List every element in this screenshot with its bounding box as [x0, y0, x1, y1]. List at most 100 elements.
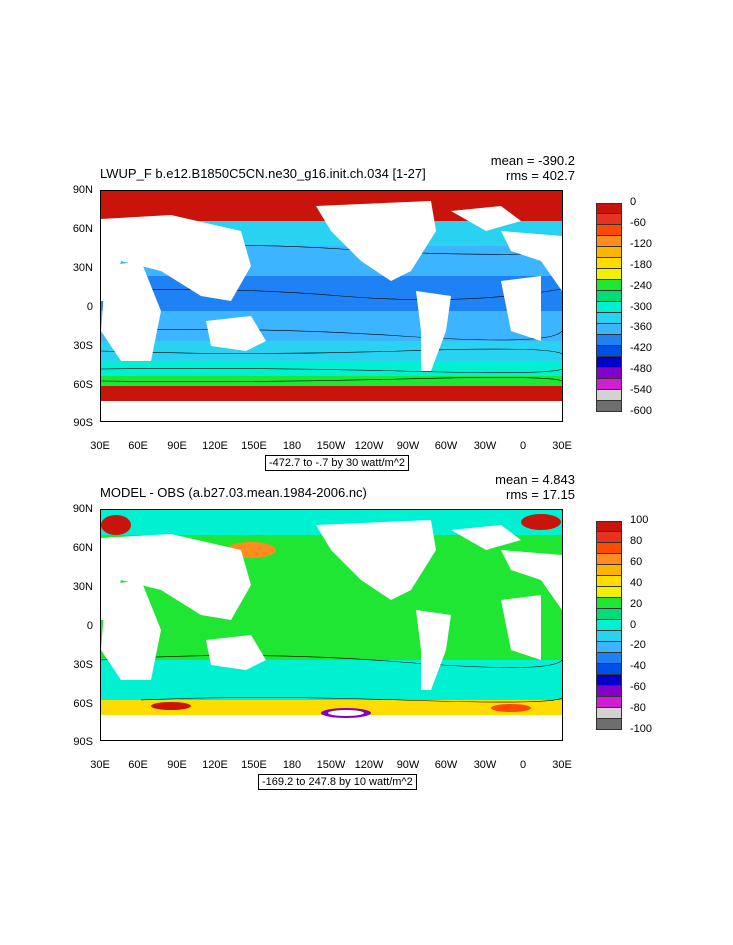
colorbar-swatch [596, 236, 622, 247]
colorbar-swatch [596, 346, 622, 357]
colorbar-label: -300 [630, 300, 653, 313]
lon-label: 120E [202, 440, 228, 452]
colorbar-label: -180 [630, 258, 653, 271]
colorbar-label: -80 [630, 702, 646, 715]
lat-label: 30N [72, 262, 93, 274]
lon-label: 0 [519, 759, 527, 771]
mean-value: mean = -390.2 [490, 153, 575, 168]
colorbar-swatch [596, 335, 622, 346]
colorbar-swatch [596, 554, 622, 565]
colorbar-swatch [596, 225, 622, 236]
mean-value: mean = 4.843 [495, 472, 575, 487]
colorbar-label: -40 [630, 660, 646, 673]
lat-label: 60N [72, 542, 93, 554]
colorbar-label: -600 [630, 405, 653, 417]
colorbar-label: -360 [630, 321, 653, 334]
lat-label: 90N [72, 503, 93, 515]
colorbar-label: 0 [630, 618, 637, 631]
colorbar-swatch [596, 664, 622, 675]
lat-label: 90S [73, 736, 93, 748]
colorbar-swatch [596, 390, 622, 401]
colorbar-swatch [596, 543, 622, 554]
colorbar-swatch [596, 576, 622, 587]
lon-label: 30E [552, 440, 572, 452]
rms-value: rms = 402.7 [505, 168, 575, 183]
lon-label: 120E [202, 759, 228, 771]
colorbar-swatch [596, 203, 622, 214]
colorbar-swatch [596, 631, 622, 642]
lon-label: 150W [316, 759, 346, 771]
colorbar-swatch [596, 565, 622, 576]
colorbar-label: -120 [630, 237, 653, 250]
map-plot [100, 509, 563, 741]
lon-label: 60W [434, 440, 458, 452]
colorbar-label: 60 [630, 555, 643, 568]
colorbar-swatch [596, 280, 622, 291]
lon-label: 30E [90, 440, 110, 452]
colorbar [596, 203, 622, 412]
colorbar-swatch [596, 214, 622, 225]
lat-label: 60N [72, 223, 93, 235]
panel-title: LWUP_F b.e12.B1850C5CN.ne30_g16.init.ch.… [100, 166, 426, 181]
map-field-lwup [101, 191, 562, 421]
colorbar-swatch [596, 291, 622, 302]
colorbar-swatch [596, 521, 622, 532]
lon-label: 120W [354, 440, 384, 452]
colorbar-label: -240 [630, 279, 653, 292]
contour-info: -472.7 to -.7 by 30 watt/m^2 [265, 455, 410, 471]
lat-label: 90S [73, 417, 93, 429]
colorbar-swatch [596, 324, 622, 335]
lon-label: 60E [128, 759, 148, 771]
lon-label: 60W [434, 759, 458, 771]
colorbar-label: 100 [630, 514, 649, 526]
colorbar-swatch [596, 675, 622, 686]
colorbar-swatch [596, 379, 622, 390]
colorbar-label: -100 [630, 723, 653, 735]
lat-label: 30S [73, 659, 93, 671]
lon-label: 180 [282, 440, 302, 452]
colorbar-label: -60 [630, 216, 646, 229]
colorbar-swatch [596, 697, 622, 708]
colorbar-swatch [596, 719, 622, 730]
colorbar-label: -20 [630, 639, 646, 652]
colorbar-label: 80 [630, 534, 643, 547]
colorbar-swatch [596, 302, 622, 313]
map-field-diff [101, 510, 562, 740]
lon-label: 30W [473, 440, 497, 452]
map-plot [100, 190, 563, 422]
lat-label: 30S [73, 340, 93, 352]
colorbar-swatch [596, 357, 622, 368]
lon-label: 30E [552, 759, 572, 771]
rms-value: rms = 17.15 [505, 487, 575, 502]
lon-label: 150W [316, 440, 346, 452]
colorbar-swatch [596, 401, 622, 412]
lat-label: 60S [73, 698, 93, 710]
colorbar-label: -60 [630, 681, 646, 694]
lon-label: 150E [241, 759, 267, 771]
colorbar-swatch [596, 620, 622, 631]
colorbar-swatch [596, 686, 622, 697]
colorbar-swatch [596, 532, 622, 543]
colorbar-label: -540 [630, 384, 653, 397]
lon-label: 0 [519, 440, 527, 452]
colorbar-swatch [596, 598, 622, 609]
colorbar-swatch [596, 587, 622, 598]
lon-label: 150E [241, 440, 267, 452]
lon-label: 90E [167, 759, 187, 771]
colorbar-swatch [596, 368, 622, 379]
lon-label: 90W [396, 759, 420, 771]
colorbar-label: 20 [630, 597, 643, 610]
lon-label: 90W [396, 440, 420, 452]
lat-label: 0 [86, 301, 93, 313]
colorbar-swatch [596, 269, 622, 280]
colorbar-label: 40 [630, 576, 643, 589]
colorbar-swatch [596, 653, 622, 664]
contour-info: -169.2 to 247.8 by 10 watt/m^2 [258, 774, 417, 790]
colorbar-swatch [596, 247, 622, 258]
lat-label: 0 [86, 620, 93, 632]
lon-label: 30E [90, 759, 110, 771]
colorbar [596, 521, 622, 730]
lat-label: 30N [72, 581, 93, 593]
lon-label: 180 [282, 759, 302, 771]
colorbar-label: 0 [630, 196, 637, 208]
